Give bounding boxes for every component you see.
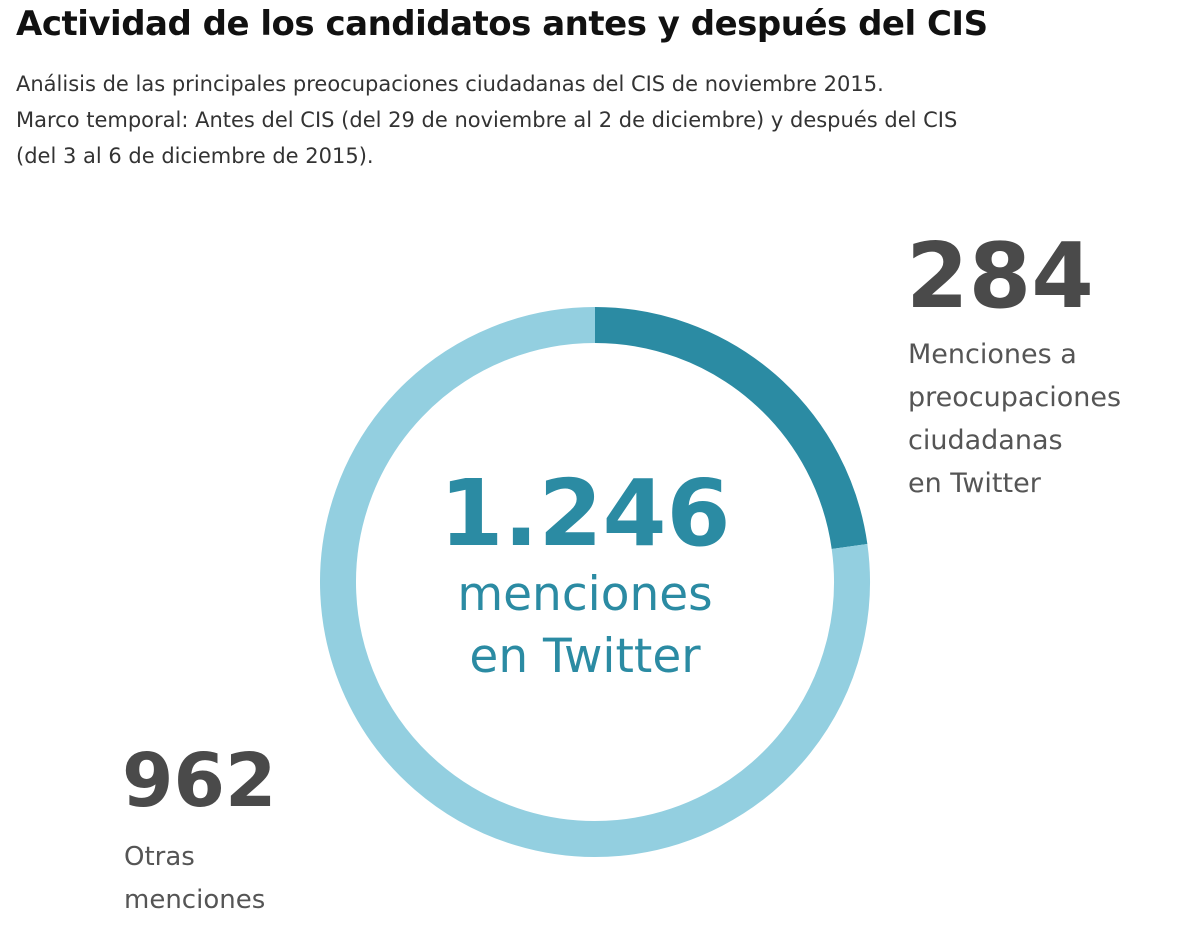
preocupaciones-label-line: preocupaciones [908, 382, 1122, 413]
preocupaciones-label-line: ciudadanas [908, 425, 1063, 456]
otras-label-line: Otras [124, 842, 195, 872]
subtitle-line: Análisis de las principales preocupacion… [16, 72, 884, 96]
preocupaciones-value: 284 [906, 224, 1094, 329]
donut-slice-otras [320, 307, 870, 857]
subtitle-line: (del 3 al 6 de diciembre de 2015). [16, 144, 374, 168]
preocupaciones-label: Menciones a preocupaciones ciudadanas en… [908, 333, 1121, 505]
total-mentions-label-line: en Twitter [469, 629, 701, 684]
preocupaciones-label-line: Menciones a [908, 339, 1077, 370]
total-mentions-value: 1.246 [439, 460, 731, 567]
chart-subtitle: Análisis de las principales preocupacion… [16, 66, 1176, 174]
total-mentions-label: menciones en Twitter [395, 564, 775, 688]
otras-value: 962 [122, 738, 277, 824]
otras-label: Otras menciones [124, 836, 265, 922]
total-mentions-label-line: menciones [457, 567, 713, 622]
otras-label-line: menciones [124, 885, 266, 915]
preocupaciones-label-line: en Twitter [908, 468, 1041, 499]
donut-slice-preocupaciones [594, 307, 868, 550]
chart-title: Actividad de los candidatos antes y desp… [16, 4, 988, 44]
subtitle-line: Marco temporal: Antes del CIS (del 29 de… [16, 108, 958, 132]
